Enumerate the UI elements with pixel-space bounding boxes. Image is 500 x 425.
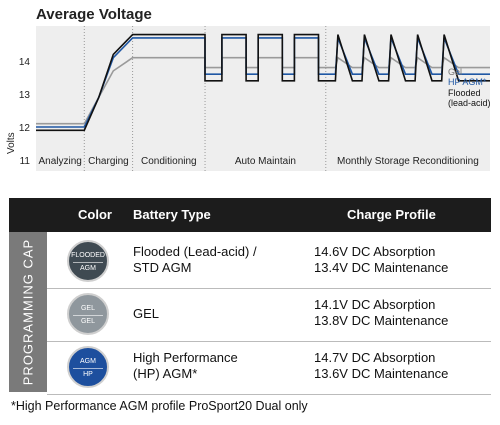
voltage-chart: 11 12 13 14 Analyzing Charging Conditioning Au… <box>6 26 491 171</box>
y-tick-label: 11 <box>20 156 31 167</box>
battery-type-line1: GEL <box>133 306 160 321</box>
battery-type-line2: (HP) AGM* <box>133 366 198 381</box>
series-label-line2: (lead-acid) <box>448 98 491 108</box>
plot-area-background <box>36 26 490 171</box>
table-row: FLOODED AGM Flooded (Lead-acid) / STD AGM 14… <box>47 235 491 289</box>
phase-label: Charging <box>88 156 129 167</box>
phase-label: Analyzing <box>38 156 81 167</box>
phase-label: Conditioning <box>141 156 197 167</box>
series-label: Flooded <box>448 88 481 98</box>
cap-top-label: AGM <box>80 358 96 365</box>
battery-type-line1: High Performance <box>133 350 238 365</box>
maintenance-value: 13.4V DC Maintenance <box>314 260 449 275</box>
programming-cap-icon: AGM HP <box>67 346 109 388</box>
programming-cap-icon: GEL GEL <box>67 293 109 335</box>
series-label: HP AGM* <box>448 77 487 87</box>
charge-profile: 14.6V DC Absorption 13.4V DC Maintenance <box>314 244 448 276</box>
cap-bottom-label: GEL <box>80 318 95 325</box>
maintenance-value: 13.6V DC Maintenance <box>314 366 449 381</box>
battery-type: High Performance (HP) AGM* <box>133 350 238 382</box>
header-battery-type: Battery Type <box>133 207 211 222</box>
footnote: *High Performance AGM profile ProSport20… <box>11 399 308 413</box>
cap-bottom-label: HP <box>83 371 93 378</box>
absorption-value: 14.6V DC Absorption <box>314 244 436 259</box>
table-header: Color Battery Type Charge Profile <box>9 198 491 232</box>
header-color: Color <box>78 207 112 222</box>
absorption-value: 14.7V DC Absorption <box>314 350 436 365</box>
header-charge-profile: Charge Profile <box>347 207 436 222</box>
maintenance-value: 13.8V DC Maintenance <box>314 313 449 328</box>
programming-cap-icon: FLOODED AGM <box>67 240 109 282</box>
charge-profile: 14.7V DC Absorption 13.6V DC Maintenance <box>314 350 448 382</box>
cap-divider <box>73 262 103 263</box>
absorption-value: 14.1V DC Absorption <box>314 297 436 312</box>
cap-divider <box>73 315 103 316</box>
table-row: AGM HP High Performance (HP) AGM* 14.7V DC A… <box>47 341 491 395</box>
y-tick-label: 12 <box>19 123 31 134</box>
cap-divider <box>73 368 103 369</box>
battery-type: GEL <box>133 306 159 322</box>
chart-title: Average Voltage <box>36 6 152 23</box>
y-axis-label: Volts <box>6 132 17 154</box>
programming-cap-label: PROGRAMMING CAP <box>20 238 36 386</box>
charge-profile: 14.1V DC Absorption 13.8V DC Maintenance <box>314 297 448 329</box>
programming-cap-band <box>9 232 47 392</box>
y-tick-label: 13 <box>19 90 31 101</box>
series-label: Gel <box>448 67 462 77</box>
battery-type-line1: Flooded (Lead-acid) / <box>133 244 257 259</box>
cap-bottom-label: AGM <box>80 265 96 272</box>
y-tick-label: 14 <box>19 57 31 68</box>
cap-top-label: GEL <box>80 305 95 312</box>
phase-label: Auto Maintain <box>235 156 296 167</box>
phase-label: Monthly Storage Reconditioning <box>337 156 479 167</box>
series-line-2 <box>36 33 490 132</box>
battery-type: Flooded (Lead-acid) / STD AGM <box>133 244 257 276</box>
battery-type-line2: STD AGM <box>133 260 192 275</box>
cap-top-label: FLOODED <box>71 252 105 259</box>
table-row: GEL GEL GEL 14.1V DC Absorption 13.8V DC Mai… <box>47 288 491 342</box>
